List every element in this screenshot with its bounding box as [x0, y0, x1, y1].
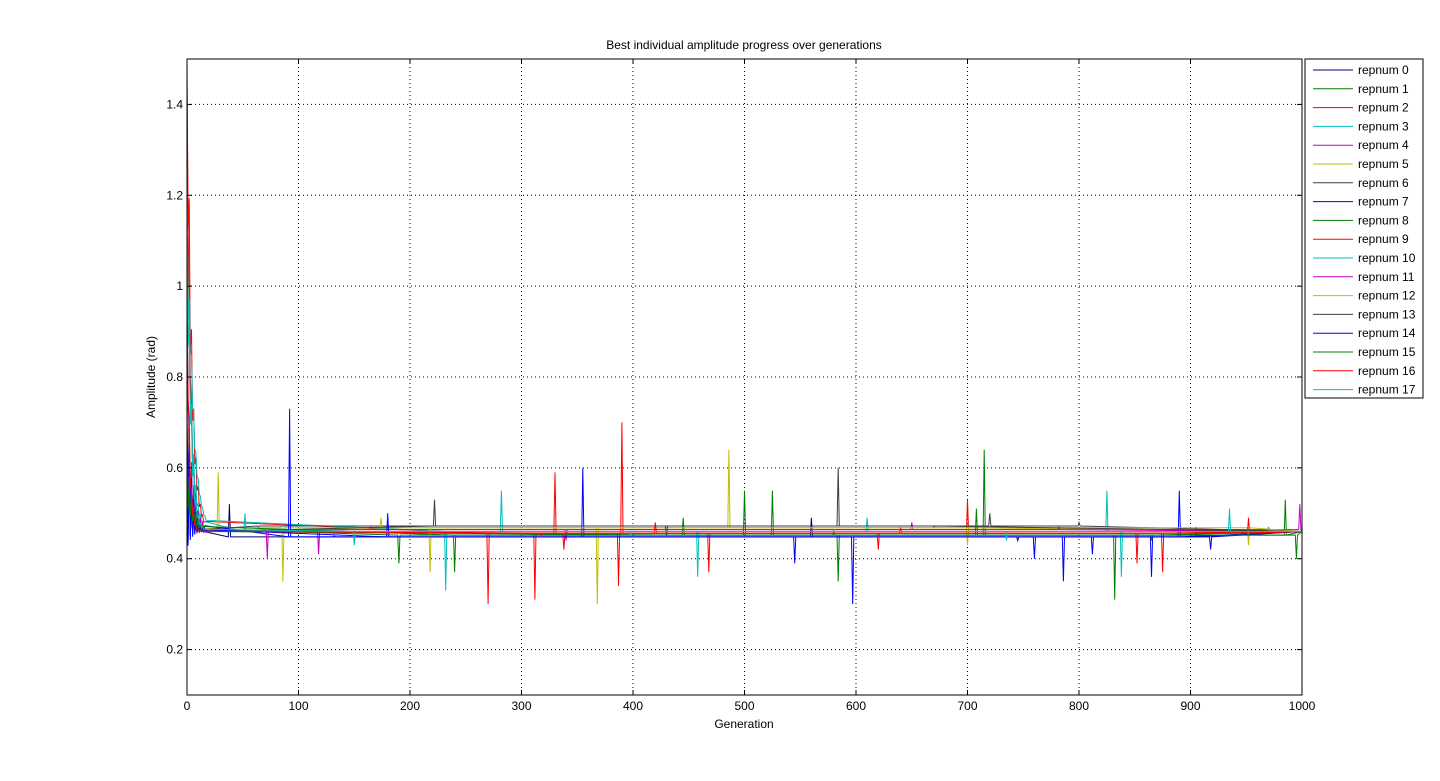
x-tick-label: 500: [734, 699, 754, 713]
legend: repnum 0 repnum 1 repnum 2 repnum 3 repnum 4…: [1304, 58, 1424, 399]
legend-label: repnum 3: [1358, 119, 1409, 133]
series-line-17: [186, 158, 1302, 546]
y-tick-label: 0.6: [166, 461, 183, 475]
legend-label: repnum 13: [1358, 307, 1416, 321]
legend-label: repnum 5: [1358, 157, 1409, 171]
legend-label: repnum 9: [1358, 232, 1409, 246]
legend-label: repnum 12: [1358, 289, 1416, 303]
legend-label: repnum 10: [1358, 251, 1416, 265]
y-tick-label: 0.4: [166, 552, 183, 566]
legend-label: repnum 2: [1358, 101, 1409, 115]
x-tick-label: 0: [184, 699, 191, 713]
x-tick-label: 300: [511, 699, 531, 713]
x-tick-label: 800: [1069, 699, 1089, 713]
legend-label: repnum 17: [1358, 383, 1416, 397]
y-tick-label: 0.8: [166, 370, 183, 384]
series-line-3: [186, 167, 1302, 591]
legend-label: repnum 4: [1358, 138, 1409, 152]
y-tick-label: 1.2: [166, 188, 183, 202]
x-axis-ticks: 0 100 200 300 400 500 600 700 800 900 1000: [184, 59, 1316, 713]
chart-title: Best individual amplitude progress over …: [606, 38, 882, 52]
series-lines: [186, 63, 1303, 605]
legend-label: repnum 7: [1358, 195, 1409, 209]
y-tick-label: 1: [176, 279, 183, 293]
y-tick-label: 1.4: [166, 97, 183, 111]
x-tick-label: 1000: [1289, 699, 1316, 713]
x-tick-label: 400: [623, 699, 643, 713]
legend-label: repnum 6: [1358, 176, 1409, 190]
legend-box: [1304, 58, 1424, 399]
legend-label: repnum 8: [1358, 213, 1409, 227]
x-axis-title: Generation: [714, 717, 773, 731]
series-line-16: [186, 277, 1303, 550]
y-tick-label: 0.2: [166, 643, 183, 657]
y-axis-title: Amplitude (rad): [144, 336, 158, 418]
legend-label: repnum 14: [1358, 326, 1416, 340]
x-tick-label: 900: [1180, 699, 1200, 713]
x-tick-label: 200: [400, 699, 420, 713]
legend-label: repnum 11: [1358, 270, 1415, 284]
legend-label: repnum 15: [1358, 345, 1416, 359]
x-tick-label: 100: [288, 699, 308, 713]
legend-label: repnum 0: [1358, 63, 1409, 77]
x-tick-label: 600: [846, 699, 866, 713]
legend-label: repnum 1: [1358, 82, 1409, 96]
y-axis-ticks: 0.2 0.4 0.6 0.8 1 1.2 1.4: [166, 97, 1302, 657]
x-tick-label: 700: [957, 699, 977, 713]
legend-label: repnum 16: [1358, 364, 1416, 378]
plot-area-background: [187, 59, 1302, 695]
